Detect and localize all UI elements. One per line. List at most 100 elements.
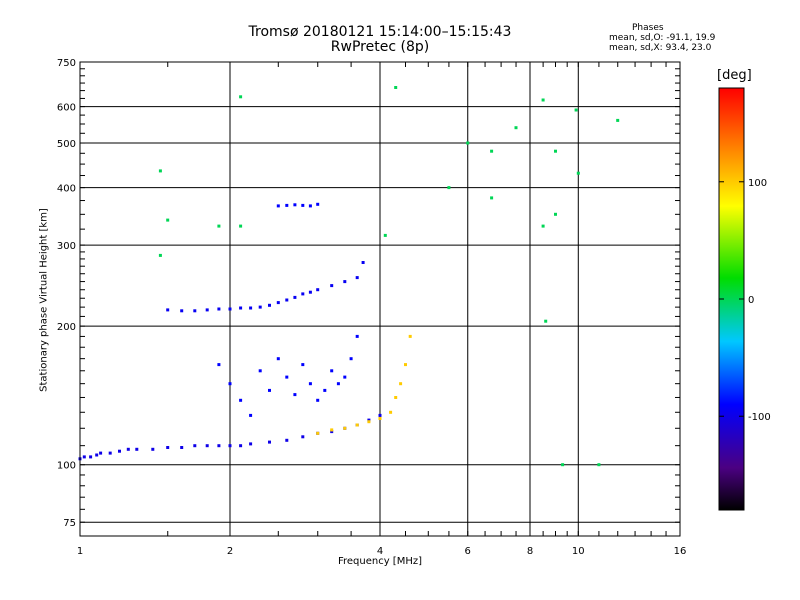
data-point [541,224,545,228]
data-point [554,149,557,153]
data-point [308,382,312,386]
data-point [180,309,184,313]
data-point [343,375,347,379]
x-axis-label: Frequency [MHz] [337,556,423,567]
data-point [323,388,327,392]
data-point [383,233,387,237]
data-point [447,186,451,190]
data-point [268,388,271,392]
data-point [205,308,209,312]
data-point [355,276,359,280]
y-tick-label: 300 [57,241,76,252]
data-point [408,334,412,338]
data-point [293,295,297,299]
data-point [285,438,289,442]
data-point [316,431,320,435]
data-point [336,382,340,386]
data-point [394,396,398,399]
data-point [490,149,494,153]
y-tick-label: 500 [57,139,76,150]
data-point [239,444,243,448]
data-point [99,451,103,455]
data-point [258,369,262,373]
data-point [490,196,494,200]
colorbar-tick-label: -100 [748,412,771,423]
data-point [293,203,297,207]
data-point [293,393,297,397]
data-point [349,357,353,361]
y-tick-label: 200 [57,322,76,333]
data-point [330,430,334,434]
x-tick-label: 6 [465,546,471,557]
data-point [316,288,320,292]
x-tick-label: 4 [377,546,383,557]
data-point [330,428,334,432]
data-point [514,126,518,130]
y-tick-label: 100 [57,461,76,472]
data-point [276,301,280,305]
colorbar-tick-label: 0 [748,295,754,306]
data-point [301,363,305,367]
data-point [394,86,398,89]
data-point [355,334,359,338]
data-point [466,141,470,145]
data-point [361,261,365,264]
data-point [285,375,289,379]
chart-title: Tromsø 20180121 15:14:00–15:15:43 [248,24,512,40]
data-point [554,212,557,216]
data-point [249,413,253,417]
data-point [378,417,382,420]
data-point [343,280,347,284]
data-point [249,306,253,310]
data-point [118,449,121,453]
data-point [576,171,580,175]
data-point [249,442,253,446]
data-point [166,218,170,222]
data-point [217,307,221,311]
data-point [268,303,271,307]
data-point [217,444,221,448]
data-point [276,204,280,208]
y-tick-label: 750 [57,58,76,69]
data-point [228,444,232,448]
data-point [228,382,232,386]
chart-subtitle: RwPretec (8p) [330,39,430,55]
data-point [378,413,382,417]
data-point [239,398,243,402]
data-point [389,410,393,414]
data-point [316,398,320,402]
data-point [308,290,312,294]
data-point [108,451,112,455]
data-point [561,463,565,467]
data-point [367,420,371,424]
data-point [574,108,578,112]
data-point [301,292,305,296]
data-point [268,440,271,444]
x-tick-label: 1 [77,546,83,557]
x-tick-label: 16 [674,546,687,557]
data-point [399,382,403,386]
data-point [193,444,197,448]
data-point [217,224,221,228]
data-point [276,357,280,361]
data-point [301,203,305,207]
data-point [616,118,620,122]
data-point [166,446,170,449]
y-tick-label: 75 [63,518,76,529]
data-point [217,363,221,367]
data-point [541,98,545,102]
data-point [166,308,170,312]
data-point [239,95,243,99]
data-point [180,446,184,449]
data-point [316,202,320,206]
colorbar-tick-label: 100 [748,178,767,189]
data-point [193,309,197,313]
data-point [228,307,232,311]
data-point [308,204,312,208]
colorbar-unit-label: [deg] [717,68,752,83]
data-point [95,453,99,457]
data-point [343,426,347,430]
data-point [82,455,86,459]
data-point [285,203,289,207]
